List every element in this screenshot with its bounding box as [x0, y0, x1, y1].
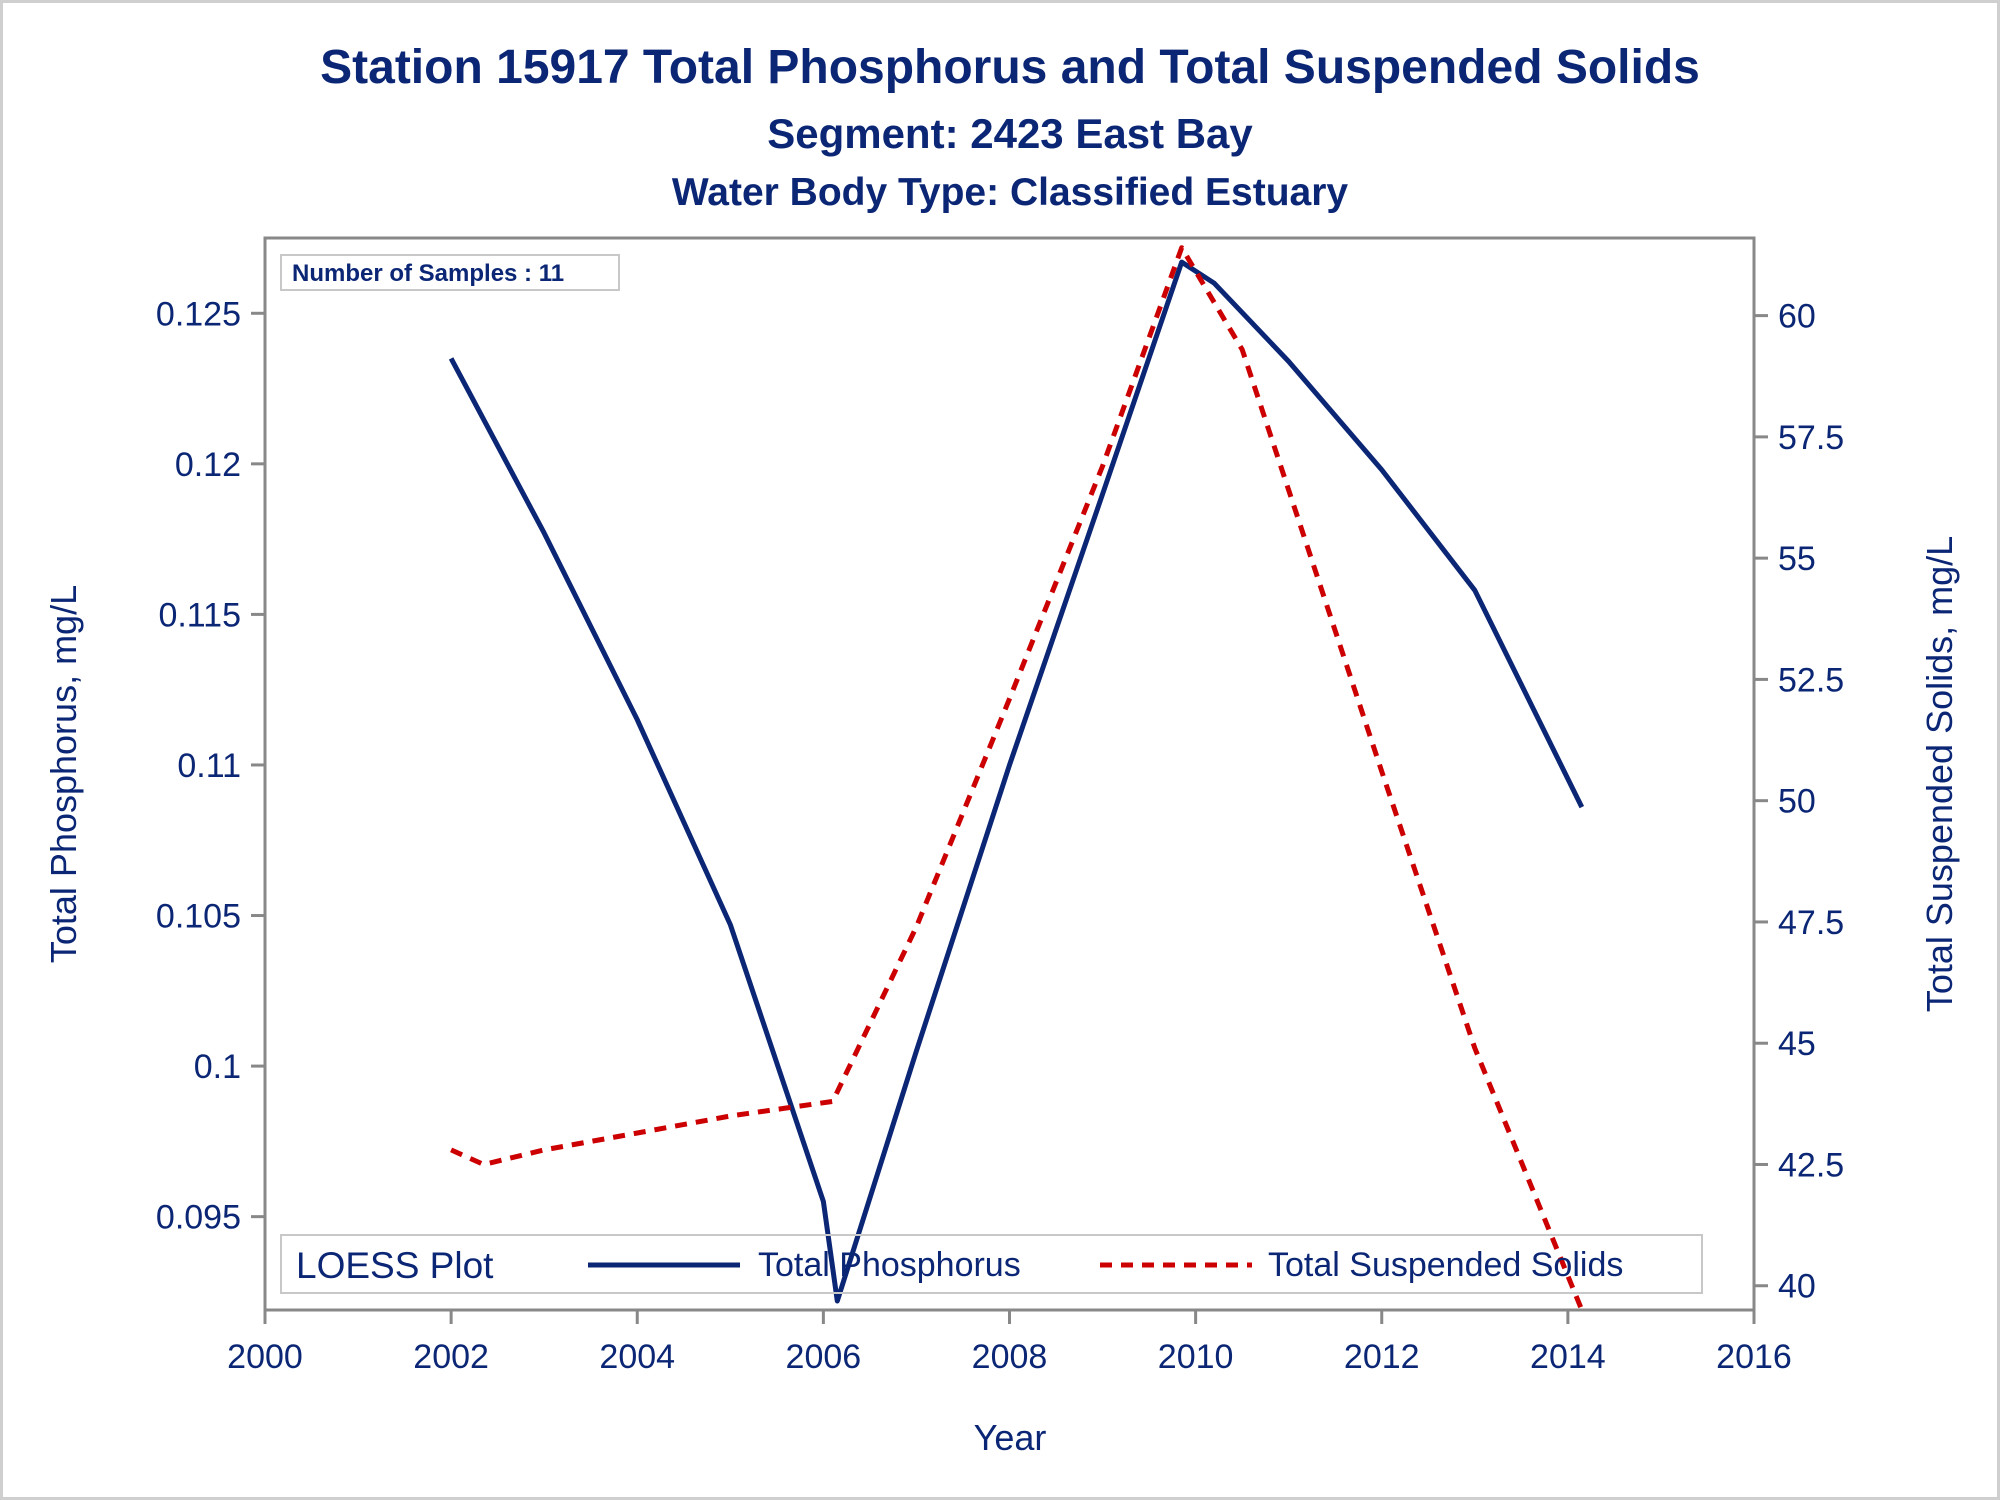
x-tick-label: 2012 [1344, 1338, 1420, 1376]
x-tick-label: 2008 [972, 1338, 1048, 1376]
chart-subtitle: Segment: 2423 East Bay [767, 110, 1253, 157]
x-axis: 2000 2002 2004 2006 2008 2010 2012 2014 2016 [227, 1310, 1792, 1376]
x-tick-label: 2002 [413, 1338, 489, 1376]
chart-subtitle-2: Water Body Type: Classified Estuary [672, 171, 1348, 214]
legend-label-tss: Total Suspended Solids [1268, 1246, 1623, 1284]
y-right-tick-label: 52.5 [1778, 661, 1844, 699]
y-axis-left-label: Total Phosphorus, mg/L [43, 585, 84, 963]
chart-title: Station 15917 Total Phosphorus and Total… [320, 41, 1700, 94]
y-left-tick-label: 0.11 [177, 747, 241, 785]
legend-box [280, 1234, 1703, 1294]
x-tick-label: 2006 [786, 1338, 862, 1376]
legend-title: LOESS Plot [296, 1245, 494, 1286]
y-left-tick-label: 0.1 [194, 1048, 241, 1086]
y-left-tick-label: 0.115 [158, 596, 241, 634]
y-axis-right: 40 42.5 45 47.5 50 52.5 55 57.5 60 [1754, 298, 1844, 1306]
x-tick-label: 2016 [1716, 1338, 1792, 1376]
y-right-tick-label: 60 [1778, 298, 1816, 336]
legend: LOESS Plot Total Phosphorus Total Suspen… [280, 1234, 1703, 1294]
y-right-tick-label: 42.5 [1778, 1146, 1844, 1184]
x-tick-label: 2010 [1158, 1338, 1234, 1376]
legend-label-phosphorus: Total Phosphorus [758, 1246, 1021, 1284]
x-axis-label: Year [974, 1417, 1047, 1458]
x-tick-label: 2000 [227, 1338, 303, 1376]
y-right-tick-label: 57.5 [1778, 419, 1844, 457]
y-right-tick-label: 45 [1778, 1025, 1816, 1063]
y-right-tick-label: 47.5 [1778, 904, 1844, 942]
series-layer [448, 245, 1585, 1311]
y-axis-right-label: Total Suspended Solids, mg/L [1919, 536, 1960, 1012]
x-tick-label: 2004 [599, 1338, 675, 1376]
series-line-total-suspended-solids [450, 245, 1585, 1311]
series-line-total-phosphorus [448, 259, 1585, 1304]
y-right-tick-label: 40 [1778, 1268, 1816, 1306]
y-left-tick-label: 0.12 [175, 446, 241, 484]
y-left-tick-label: 0.105 [156, 898, 241, 936]
y-right-tick-label: 50 [1778, 783, 1816, 821]
y-left-tick-label: 0.095 [156, 1199, 241, 1237]
y-left-tick-label: 0.125 [156, 295, 241, 333]
inset-box [280, 254, 620, 291]
y-right-tick-label: 55 [1778, 540, 1816, 578]
inset-label: Number of Samples : 11 [292, 260, 564, 287]
plot-area [263, 236, 1756, 1312]
y-axis-left: 0.095 0.1 0.105 0.11 0.115 0.12 0.125 [156, 295, 265, 1237]
x-tick-label: 2014 [1530, 1338, 1606, 1376]
